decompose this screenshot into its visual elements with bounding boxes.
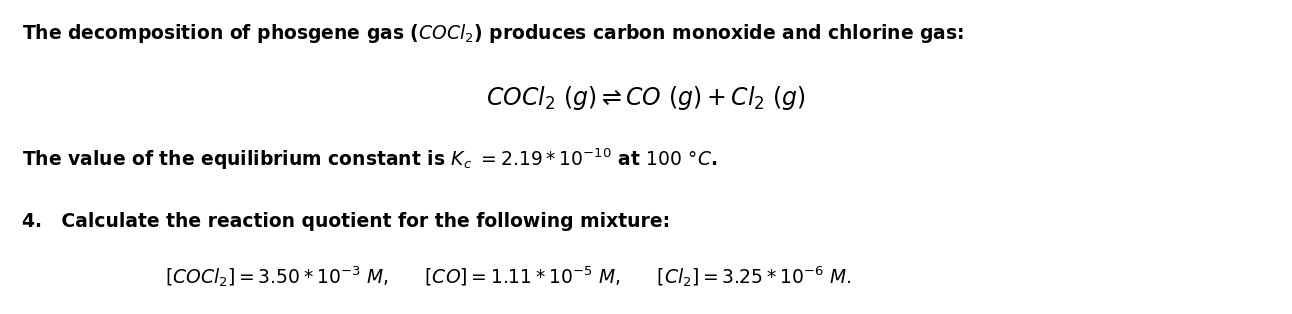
Text: $\mathit{COCl_2\ (g) \rightleftharpoons CO\ (g) + Cl_2\ (g)}$: $\mathit{COCl_2\ (g) \rightleftharpoons …	[486, 84, 806, 112]
Text: The value of the equilibrium constant is $\mathit{K_c}$ $= 2.19 * 10^{-10}$ at $: The value of the equilibrium constant is…	[22, 146, 717, 171]
Text: The decomposition of phosgene gas ($\mathit{COCl_2}$) produces carbon monoxide a: The decomposition of phosgene gas ($\mat…	[22, 22, 964, 45]
Text: $\mathit{[COCl_2] = 3.50 * 10^{-3}\ M,}$     $\mathit{[CO] = 1.11 * 10^{-5}\ M,}: $\mathit{[COCl_2] = 3.50 * 10^{-3}\ M,}$…	[165, 264, 851, 289]
Text: 4.   Calculate the reaction quotient for the following mixture:: 4. Calculate the reaction quotient for t…	[22, 212, 671, 231]
